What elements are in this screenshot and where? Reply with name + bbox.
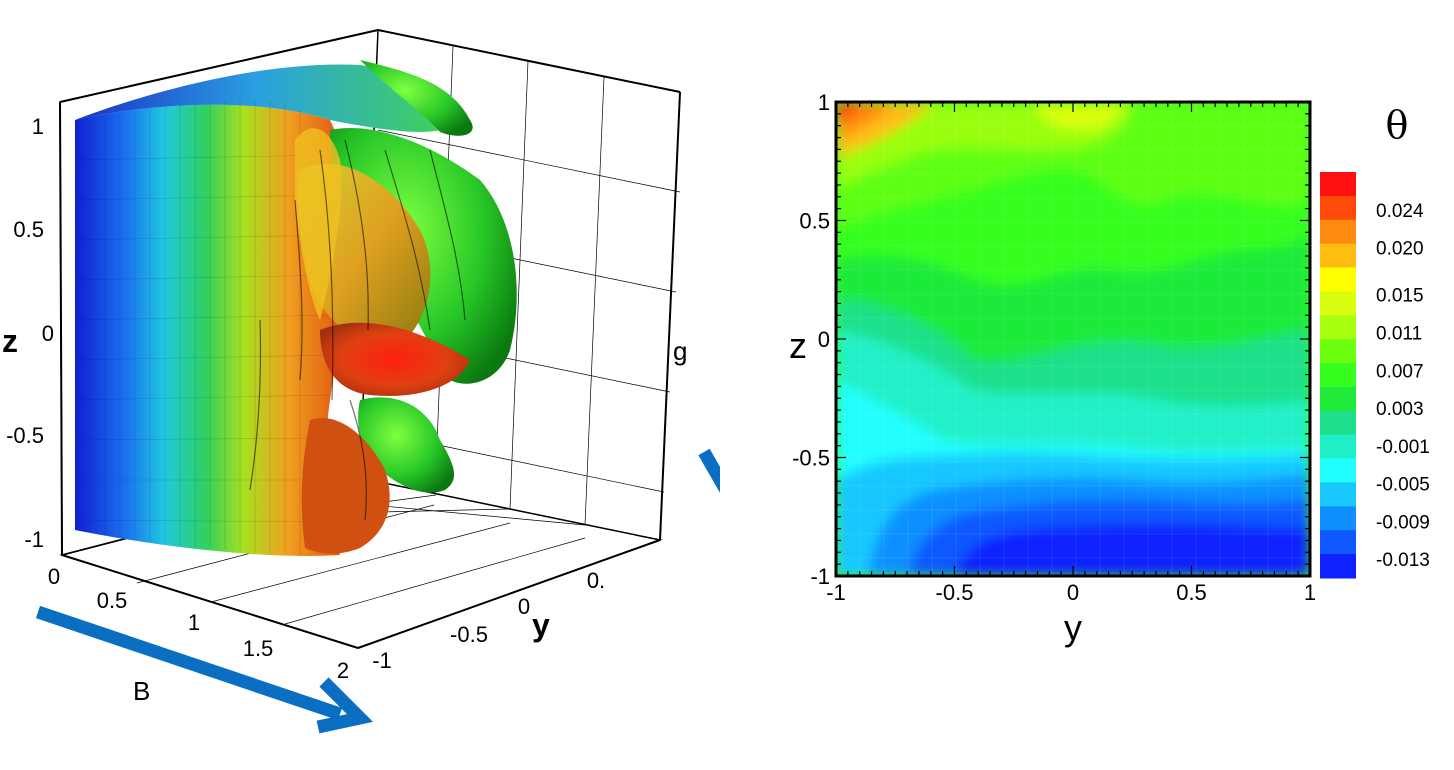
z-tick: -1 [24, 527, 44, 552]
y-axis-label: y [532, 607, 550, 643]
isosurface-wall [74, 64, 440, 556]
colorbar-segment [1320, 506, 1356, 531]
y-tick: 0 [518, 594, 530, 619]
colorbar-tick-label: 0.003 [1376, 399, 1424, 420]
x-axis-title: y [1064, 607, 1082, 648]
colorbar-segment [1320, 195, 1356, 221]
colorbar-segment [1320, 363, 1356, 388]
y-tick-label: 0 [818, 327, 830, 352]
colorbar-segment [1320, 219, 1356, 245]
contour-plot: -1 -0.5 0 0.5 1 -1-0.500.51 y z 0.0240.0200.… [789, 90, 1430, 648]
colorbar-segment [1320, 243, 1356, 269]
y-tick: -1 [372, 648, 392, 673]
x-tick-label: 0.5 [1176, 580, 1207, 605]
x-tick-label: -1 [826, 580, 846, 605]
colorbar-segment [1320, 267, 1356, 292]
z-axis-ticks: 1 0.5 0 -0.5 -1 [6, 114, 54, 552]
x-tick: 2 [337, 658, 349, 683]
y-tick-label: 0.5 [799, 209, 830, 234]
colorbar-segment [1320, 434, 1356, 460]
colorbar-tick-label: 0.007 [1376, 361, 1424, 382]
colorbar-tick-label: -0.001 [1376, 437, 1430, 458]
y-tick-label: -0.5 [792, 446, 830, 471]
colorbar-segment [1320, 530, 1356, 555]
contour-field [836, 102, 1310, 576]
colorbar-tick-label: -0.005 [1376, 475, 1430, 496]
x-axis-ticks: 0 0.5 1 1.5 2 [48, 564, 349, 683]
z-tick: 0.5 [13, 217, 44, 242]
x-tick: 0 [48, 564, 60, 589]
colorbar-segment [1320, 386, 1356, 412]
x-tick-label: -0.5 [936, 580, 974, 605]
y-axis-title: z [789, 325, 807, 366]
colorbar-tick-label: -0.009 [1376, 512, 1430, 533]
colorbar-segment [1320, 482, 1356, 507]
y-tick: -0.5 [450, 622, 488, 647]
isosurface-lobes [249, 60, 517, 554]
colorbar-tick-label: 0.011 [1376, 324, 1422, 345]
magnetic-field-label: B [133, 676, 150, 706]
x-tick: 1 [188, 610, 200, 635]
z-tick: -0.5 [6, 423, 44, 448]
x-tick: 1.5 [243, 636, 274, 661]
x-tick-labels: -1 -0.5 0 0.5 1 [826, 580, 1316, 605]
y-tick-label: -1 [810, 564, 830, 589]
colorbar-segment [1320, 554, 1356, 579]
x-tick-label: 0 [1067, 580, 1079, 605]
colorbar-tick-label: -0.013 [1376, 550, 1430, 571]
colorbar-labels: 0.024 0.020 0.015 0.011 0.007 0.003 -0.001 -0.0… [1376, 201, 1430, 571]
colorbar-segment [1320, 410, 1356, 436]
y-tick-labels: -1 -0.5 0 0.5 1 [792, 90, 830, 589]
tick-marks [835, 101, 1311, 577]
y-axis-ticks: -1 -0.5 0 0. [372, 568, 605, 673]
colorbar-segment [1320, 339, 1356, 364]
colorbar-segment [1320, 172, 1356, 197]
colorbar-tick-label: 0.020 [1376, 239, 1424, 260]
isosurface-3d-plot: 1 0.5 0 -0.5 -1 z 0 0.5 1 1.5 2 -1 -0.5 … [2, 29, 720, 734]
z-axis-label: z [2, 323, 18, 359]
colorbar-tick-label: 0.024 [1376, 201, 1424, 222]
x-tick-label: 1 [1304, 580, 1316, 605]
colorbar-segment [1320, 291, 1356, 316]
z-tick: 0 [42, 321, 54, 346]
y-tick-label: 1 [818, 90, 830, 115]
colorbar-title: θ [1386, 103, 1409, 147]
z-tick: 1 [32, 114, 44, 139]
x-tick: 0.5 [97, 588, 128, 613]
magnetic-field-arrow-icon [35, 605, 374, 734]
gravity-label: g [673, 336, 687, 366]
colorbar-segment [1320, 315, 1356, 340]
y-tick: 0. [587, 568, 605, 593]
gravity-arrow-icon [698, 448, 720, 493]
colorbar-segment [1320, 458, 1356, 483]
colorbar-tick-label: 0.015 [1376, 286, 1424, 307]
colorbar [1320, 172, 1356, 579]
